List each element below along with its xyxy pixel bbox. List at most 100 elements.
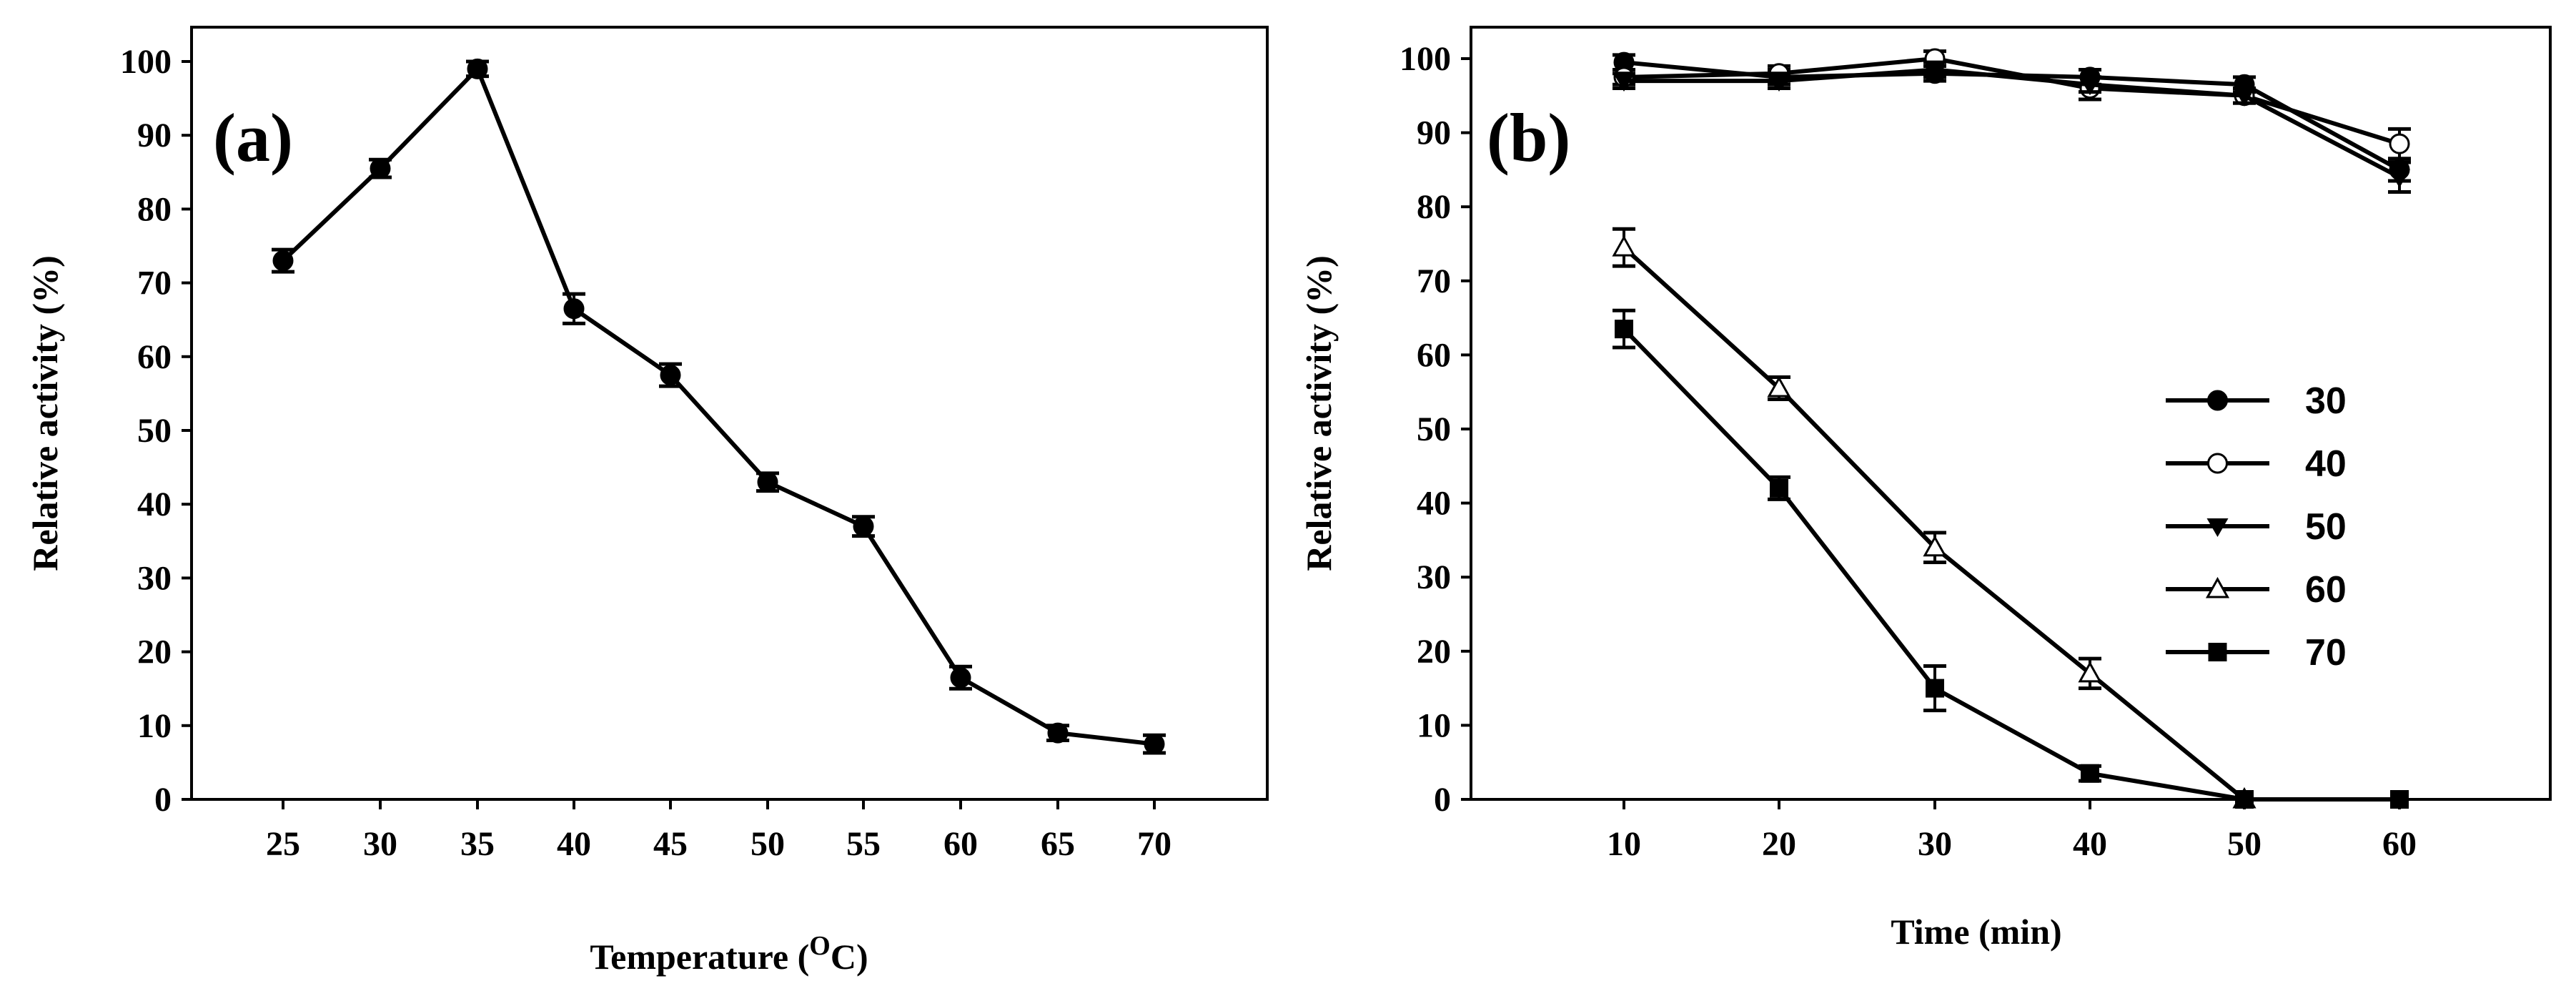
panel-a-series-activity-point: [950, 667, 971, 689]
panel-a-x-axis-title-main: Temperature (: [590, 937, 809, 977]
panel-b-series: [1612, 48, 2411, 809]
panel-b-series-70: [1613, 308, 2409, 809]
panel-a-y-tick-label: 80: [137, 190, 172, 228]
panel-b-x-tick-label: 30: [1918, 825, 1952, 863]
panel-a-x-tick-label: 65: [1041, 825, 1075, 863]
legend-label: 30: [2305, 380, 2347, 422]
panel-b-x-axis-title: Time (min): [1891, 912, 2061, 952]
panel-a-series-activity-point: [757, 471, 778, 493]
panel-b-series-60-point: [1767, 375, 1791, 398]
panel-a-series-activity-point: [563, 298, 585, 320]
panel-a-y-tick-label: 90: [137, 117, 172, 154]
panel-b-series-70-line: [1622, 327, 2399, 802]
panel-a-y-tick-label: 60: [137, 338, 172, 376]
panel-a-x-tick-label: 40: [557, 825, 591, 863]
panel-a-x-axis-title-suffix: C): [831, 937, 868, 977]
panel-b-series-40-line: [1623, 56, 2400, 147]
panel-b-y-tick-label: 20: [1417, 633, 1451, 671]
legend-marker: [2207, 453, 2228, 474]
panel-b-series-50-point: [1768, 73, 1790, 92]
panel-a-y-tick-label: 10: [137, 707, 172, 745]
panel-b-y-tick-label: 30: [1417, 558, 1451, 596]
panel-b-x-axis: 10 20 30 40 50 60: [1607, 799, 2417, 863]
panel-b-series-50-point: [2079, 77, 2101, 96]
panel-a-y-tick-label: 30: [137, 559, 172, 597]
panel-a-x-tick-label: 45: [653, 825, 688, 863]
panel-b-x-tick-label: 50: [2227, 825, 2262, 863]
panel-b-series-60-point: [1923, 535, 1947, 557]
panel-b-series-60-point: [2078, 661, 2102, 683]
legend-marker: [2206, 518, 2229, 537]
panel-b-plot-frame: [1470, 26, 2552, 801]
panel-a-y-tick-label: 40: [137, 485, 172, 523]
legend-marker: [2208, 643, 2227, 661]
panel-b-y-tick-label: 50: [1417, 410, 1451, 448]
panel-a-y-tick-label: 70: [137, 265, 172, 302]
legend-marker: [2207, 390, 2228, 411]
panel-a-y-tick-label: 100: [120, 43, 172, 81]
panel-b-y-tick-label: 40: [1417, 485, 1451, 523]
panel-a-x-tick-label: 70: [1137, 825, 1171, 863]
panel-b-y-axis: 0 10 20 30 40 50 60 70 80 90 100: [1400, 40, 1471, 819]
panel-a-x-tick-label: 60: [943, 825, 978, 863]
panel-a-series-activity-point: [370, 158, 391, 179]
panel-b-y-tick-label: 70: [1417, 262, 1451, 300]
panel-a-series-activity-point: [1047, 722, 1069, 744]
panel-b-series-60-line: [1622, 245, 2246, 802]
panel-b-legend-item-60: 60: [2166, 569, 2347, 611]
legend-label: 40: [2305, 443, 2347, 485]
panel-b-y-tick-label: 80: [1417, 188, 1451, 226]
panel-a-series-activity-point: [1144, 734, 1165, 755]
panel-a-x-tick-label: 55: [846, 825, 881, 863]
panel-b-series-50-point: [2234, 87, 2255, 107]
legend-label: 60: [2305, 569, 2347, 611]
panel-a-y-tick-label: 0: [154, 781, 172, 819]
panel-b-series-70-point: [1770, 478, 1788, 498]
panel-a-series-activity-point: [467, 58, 488, 79]
panel-b-series-70-point: [1926, 679, 1944, 698]
panel-b-y-axis-title: Relative activity (%): [1299, 255, 1339, 571]
panel-a-x-tick-label: 30: [363, 825, 397, 863]
legend-marker: [2205, 576, 2230, 598]
panel-b-y-tick-label: 10: [1417, 706, 1451, 744]
panel-b-y-tick-label: 0: [1434, 781, 1451, 819]
panel-a-series-activity-point: [272, 250, 294, 272]
panel-b-legend: 30 40 50 60 70: [2166, 380, 2347, 674]
panel-b-y-tick-label: 60: [1417, 336, 1451, 374]
panel-b-series-70-point: [1615, 320, 1633, 339]
panel-a-chart: 0 10 20 30 40 50 60 70 80 90 100 25 30 35 40 45 50 55 60 6…: [25, 26, 1269, 977]
panel-b-legend-item-30: 30: [2166, 380, 2347, 422]
panel-a-x-tick-label: 35: [460, 825, 495, 863]
panel-a-series-activity-point: [660, 365, 681, 386]
panel-a-series-activity-line: [281, 66, 1155, 746]
panel-a-x-tick-label: 25: [266, 825, 300, 863]
panel-b-series-40-point: [2389, 133, 2410, 154]
panel-a-y-tick-label: 20: [137, 633, 172, 671]
panel-a-label: (a): [213, 99, 293, 176]
panel-b-legend-item-40: 40: [2166, 443, 2347, 485]
panel-b-series-50-point: [1924, 61, 1946, 81]
panel-b-series-70-point: [2081, 764, 2099, 783]
panel-b-x-tick-label: 40: [2073, 825, 2107, 863]
panel-a-series: [272, 58, 1166, 755]
panel-b-x-tick-label: 60: [2382, 825, 2417, 863]
panel-a-y-axis: 0 10 20 30 40 50 60 70 80 90 100: [120, 43, 192, 819]
panel-a-plot-frame: [190, 26, 1269, 801]
panel-b-legend-item-50: 50: [2166, 506, 2347, 548]
panel-a-x-tick-label: 50: [750, 825, 785, 863]
legend-label: 50: [2305, 506, 2347, 548]
panel-b-series-50: [1613, 60, 2411, 194]
panel-b-series-50-line: [1624, 67, 2401, 179]
panel-b-series-60-point: [1612, 235, 1636, 257]
panel-b-series-50-point: [1613, 73, 1635, 92]
panel-a-series-activity-point: [853, 516, 874, 537]
panel-b-legend-item-70: 70: [2166, 632, 2347, 674]
panel-a-x-axis-title-superscript: O: [809, 931, 831, 961]
panel-a-x-axis: 25 30 35 40 45 50 55 60 65 70: [266, 799, 1171, 863]
panel-b-series-40: [1613, 48, 2411, 161]
panel-b-y-tick-label: 100: [1400, 40, 1451, 78]
panel-b-series-70-point: [2390, 790, 2409, 809]
panel-a-x-axis-title: Temperature (OC): [590, 931, 868, 977]
